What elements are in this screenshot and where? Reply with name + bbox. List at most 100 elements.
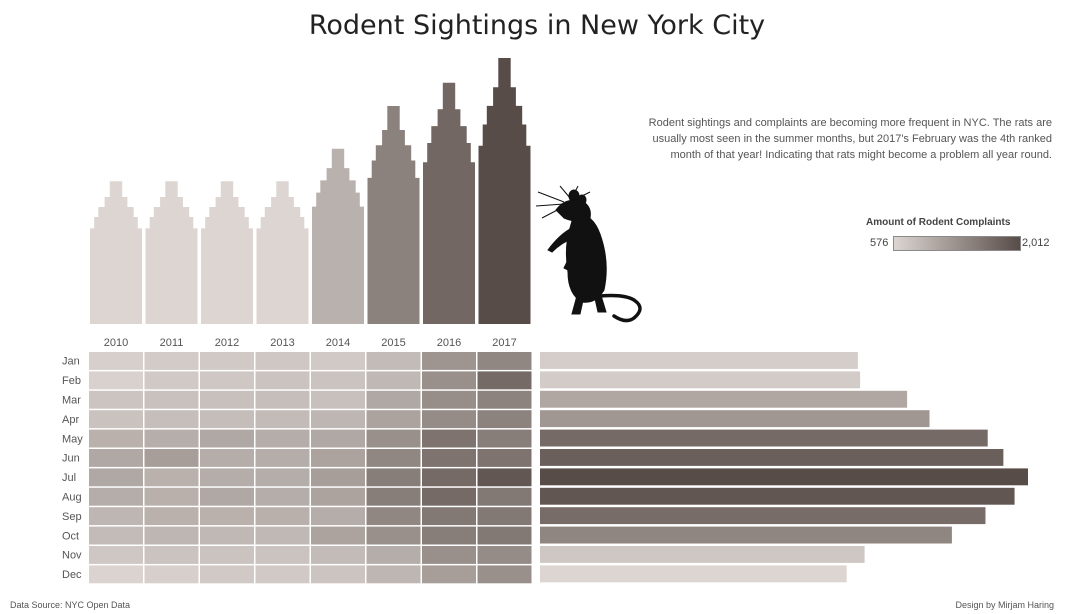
heatmap-cell xyxy=(366,565,421,584)
heatmap-cell xyxy=(200,449,254,467)
heatmap-cell xyxy=(422,449,476,467)
heatmap-cell xyxy=(366,390,421,409)
heatmap-cell xyxy=(144,449,199,467)
heatmap-cell xyxy=(89,468,143,487)
heatmap-cell xyxy=(366,449,421,467)
heatmap-cell xyxy=(477,507,532,526)
heatmap-cell xyxy=(255,526,310,545)
heatmap-cell xyxy=(311,429,365,448)
month-bar-Dec xyxy=(540,565,847,583)
heatmap-cell xyxy=(366,468,421,487)
heatmap-cell xyxy=(200,565,254,584)
heatmap-cell xyxy=(200,390,254,409)
heatmap-cell xyxy=(311,371,365,390)
heatmap-cell xyxy=(144,390,199,409)
heatmap-cell xyxy=(255,449,310,467)
heatmap-cell xyxy=(200,507,254,526)
tower-2010 xyxy=(90,181,142,324)
heatmap-cell xyxy=(366,507,421,526)
month-label-Sep: Sep xyxy=(62,511,82,523)
heatmap-cell xyxy=(89,546,143,564)
heatmap-cell xyxy=(477,565,532,584)
heatmap-cell xyxy=(311,507,365,526)
heatmap-cell xyxy=(477,390,532,409)
tower-2011 xyxy=(145,181,198,324)
tower-2014 xyxy=(312,148,364,324)
heatmap-cell xyxy=(366,487,421,506)
yearly-towers xyxy=(90,58,531,324)
heatmap-cell xyxy=(89,487,143,506)
chart-title: Rodent Sightings in New York City xyxy=(308,10,766,41)
heatmap-cell xyxy=(255,390,310,409)
heatmap-cell xyxy=(422,390,476,409)
legend-gradient-bar xyxy=(893,236,1021,251)
heatmap-cell xyxy=(89,371,143,390)
description-text: Rodent sightings and complaints are beco… xyxy=(648,117,1052,161)
heatmap-cell xyxy=(89,410,143,429)
heatmap-cell xyxy=(422,526,476,545)
heatmap-cell xyxy=(89,429,143,448)
heatmap-cell xyxy=(144,526,199,545)
month-bar-Jan xyxy=(540,352,858,369)
heatmap-cell xyxy=(366,410,421,429)
month-bar-May xyxy=(540,429,988,447)
heatmap-cell xyxy=(144,546,199,564)
heatmap-cell xyxy=(366,526,421,545)
month-label-Oct: Oct xyxy=(62,530,79,542)
heatmap-cell xyxy=(255,410,310,429)
heatmap-cell xyxy=(422,429,476,448)
heatmap-cell xyxy=(422,565,476,584)
heatmap-cell xyxy=(200,468,254,487)
heatmap-cell xyxy=(144,429,199,448)
heatmap-cell xyxy=(311,526,365,545)
month-axis-labels: Jan Feb Mar Apr May Jun Jul Aug Sep Oct Nov Dec xyxy=(62,356,83,581)
heatmap-cell xyxy=(311,410,365,429)
year-label-2016: 2016 xyxy=(437,337,461,349)
heatmap-cell xyxy=(89,352,143,370)
month-bar-Aug xyxy=(540,487,1015,505)
monthly-bars xyxy=(540,352,1028,583)
heatmap-cell xyxy=(255,468,310,487)
tower-2015 xyxy=(367,106,420,324)
heatmap-cell xyxy=(366,352,421,370)
heatmap-cell xyxy=(422,507,476,526)
month-bar-Apr xyxy=(540,410,930,428)
month-bar-Jun xyxy=(540,449,1004,466)
heatmap-cell xyxy=(477,526,532,545)
legend-title: Amount of Rodent Complaints xyxy=(866,217,1011,228)
month-label-Aug: Aug xyxy=(62,492,82,504)
heatmap-cell xyxy=(200,429,254,448)
heatmap-cell xyxy=(255,546,310,564)
month-bar-Feb xyxy=(540,371,861,389)
month-bar-Oct xyxy=(540,526,952,544)
year-label-2014: 2014 xyxy=(326,337,350,349)
monthly-heatmap xyxy=(89,352,532,584)
heatmap-cell xyxy=(311,487,365,506)
legend-min-label: 576 xyxy=(870,237,889,249)
heatmap-cell xyxy=(477,468,532,487)
year-label-2012: 2012 xyxy=(215,337,239,349)
month-label-Mar: Mar xyxy=(62,395,81,407)
heatmap-cell xyxy=(255,565,310,584)
tower-2017 xyxy=(478,58,531,324)
tower-2016 xyxy=(423,82,475,324)
year-axis-labels: 2010 2011 2012 2013 2014 2015 2016 2017 xyxy=(104,337,517,349)
heatmap-cell xyxy=(144,507,199,526)
heatmap-cell xyxy=(311,352,365,370)
year-label-2017: 2017 xyxy=(492,337,516,349)
heatmap-cell xyxy=(477,371,532,390)
heatmap-cell xyxy=(311,546,365,564)
heatmap-cell xyxy=(422,487,476,506)
heatmap-cell xyxy=(89,565,143,584)
month-label-Apr: Apr xyxy=(62,414,79,426)
heatmap-cell xyxy=(144,352,199,370)
rat-icon xyxy=(535,185,642,323)
heatmap-cell xyxy=(144,371,199,390)
tower-2013 xyxy=(256,181,309,324)
heatmap-cell xyxy=(89,449,143,467)
heatmap-cell xyxy=(311,449,365,467)
heatmap-cell xyxy=(200,526,254,545)
month-bar-Sep xyxy=(540,507,986,525)
heatmap-cell xyxy=(200,352,254,370)
